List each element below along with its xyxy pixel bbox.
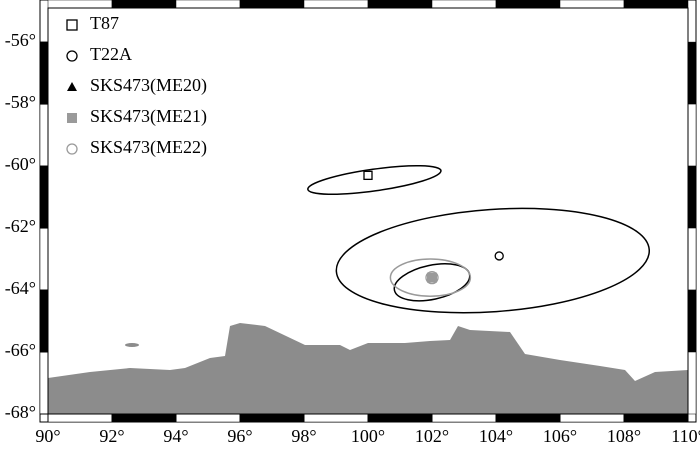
x-tick-label: 108°: [607, 426, 641, 446]
y-tick-label: -58°: [5, 92, 36, 112]
land: [48, 323, 688, 414]
border-block: [47, 413, 113, 423]
marker-square: [66, 19, 78, 31]
border-block: [559, 413, 625, 423]
marker-square: [67, 113, 77, 123]
y-tick-label: -68°: [5, 402, 36, 422]
border-block: [687, 289, 697, 353]
marker-square: [363, 170, 373, 181]
border-block: [39, 351, 49, 415]
border-block: [39, 41, 49, 105]
border-block: [367, 413, 433, 423]
x-tick-label: 106°: [543, 426, 577, 446]
error-ellipse: [335, 207, 651, 314]
border-block: [47, 0, 113, 9]
border-block: [687, 227, 697, 291]
border-block: [175, 413, 241, 423]
legend-label: SKS473(ME22): [90, 137, 207, 158]
y-tick-label: -66°: [5, 340, 36, 360]
border-block: [559, 0, 625, 9]
x-tick-label: 94°: [163, 426, 188, 446]
border-block: [39, 227, 49, 291]
x-tick-label: 92°: [99, 426, 124, 446]
border-block: [175, 0, 241, 9]
x-tick-label: 90°: [35, 426, 60, 446]
y-tick-label: -64°: [5, 278, 36, 298]
y-tick-label: -56°: [5, 30, 36, 50]
border-block: [623, 0, 689, 9]
border-block: [367, 0, 433, 9]
error-ellipse: [307, 165, 442, 196]
border-block: [687, 351, 697, 415]
error-ellipse: [389, 258, 472, 297]
border-block: [431, 413, 497, 423]
border-block: [111, 413, 177, 423]
x-tick-label: 104°: [479, 426, 513, 446]
legend-label: T87: [90, 13, 119, 33]
marker-circle: [494, 251, 504, 261]
border-block: [39, 103, 49, 167]
y-tick-label: -62°: [5, 216, 36, 236]
border-block: [623, 413, 689, 423]
border-block: [687, 103, 697, 167]
marker-circle: [66, 50, 78, 62]
x-tick-label: 96°: [227, 426, 252, 446]
border-block: [239, 0, 305, 9]
y-tick-label: -60°: [5, 154, 36, 174]
border-block: [303, 413, 369, 423]
border-block: [39, 165, 49, 229]
border-block: [687, 41, 697, 105]
border-block: [303, 0, 369, 9]
x-tick-label: 100°: [351, 426, 385, 446]
marker-square: [427, 272, 437, 283]
x-tick-label: 98°: [291, 426, 316, 446]
plot-border: [47, 7, 689, 415]
border-block: [39, 289, 49, 353]
x-tick-label: 102°: [415, 426, 449, 446]
legend-label: T22A: [90, 44, 132, 64]
marker-triangle: [67, 82, 77, 91]
border-block: [495, 413, 561, 423]
marker-circle: [66, 143, 78, 155]
legend-label: SKS473(ME21): [90, 106, 207, 127]
border-block: [239, 413, 305, 423]
border-block: [687, 165, 697, 229]
border-block: [111, 0, 177, 9]
x-tick-label: 110°: [671, 426, 700, 446]
legend-label: SKS473(ME20): [90, 75, 207, 96]
border-block: [431, 0, 497, 9]
island: [125, 343, 139, 347]
border-block: [495, 0, 561, 9]
marker-circle: [425, 270, 439, 285]
